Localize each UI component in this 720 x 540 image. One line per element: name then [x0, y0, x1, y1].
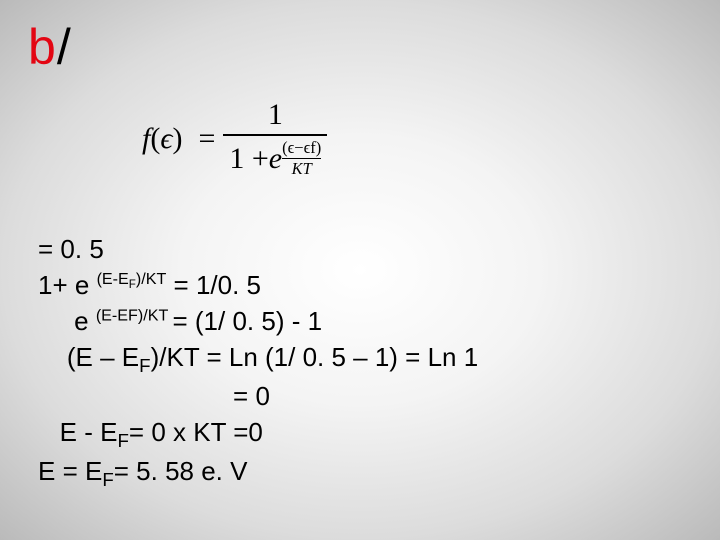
l2-a: 1+ e	[38, 270, 97, 300]
l7-b: = 5. 58 e. V	[114, 456, 248, 486]
exp-kt: KT	[292, 159, 312, 178]
den-prefix: 1 +	[229, 142, 268, 176]
line-3: e (E-EF)/KT = (1/ 0. 5) - 1	[38, 304, 478, 340]
derivation-lines: = 0. 5 1+ e (E-EF)/KT = 1/0. 5 e (E-EF)/…	[38, 232, 478, 493]
line-7: E = EF= 5. 58 e. V	[38, 454, 478, 493]
l2-sup-tail: )/KT	[136, 270, 166, 288]
den-e: e	[269, 142, 282, 176]
l2-sup-main: (E-E	[97, 270, 129, 288]
exp-b: ϵf	[304, 138, 316, 157]
exp-numer: (ϵ−ϵf)	[282, 138, 321, 158]
slide: b/ f(ϵ) = 1 1 + e (ϵ−ϵf)	[0, 0, 720, 540]
formula-close: )	[172, 122, 182, 155]
l6-b: = 0 x KT =0	[129, 417, 263, 447]
l7-sub: F	[102, 469, 113, 490]
l6-a: E - E	[38, 417, 117, 447]
l4-sub: F	[139, 355, 150, 376]
l2-sup: (E-EF)/KT	[97, 270, 167, 288]
line-5: = 0	[38, 379, 478, 415]
line-2: 1+ e (E-EF)/KT = 1/0. 5	[38, 268, 478, 304]
formula-denominator: 1 + e (ϵ−ϵf) KT	[223, 136, 327, 179]
line-4: (E – EF)/KT = Ln (1/ 0. 5 – 1) = Ln 1	[38, 340, 478, 379]
l3-a: e	[38, 306, 96, 336]
l3-b: = (1/ 0. 5) - 1	[172, 306, 322, 336]
heading-part-b: b	[28, 19, 57, 75]
formula-eq: =	[190, 122, 223, 156]
line-6: E - EF= 0 x KT =0	[38, 415, 478, 454]
line-1: = 0. 5	[38, 232, 478, 268]
exp-minus: −	[294, 138, 303, 157]
fermi-dirac-formula: f(ϵ) = 1 1 + e (ϵ−ϵf) KT	[142, 98, 327, 179]
l6-sub: F	[117, 430, 128, 451]
l4-a: (E – E	[38, 342, 139, 372]
formula-numerator: 1	[262, 98, 289, 134]
exp-denom: KT	[292, 159, 312, 179]
formula-var: ϵ	[160, 122, 172, 155]
den-exponent: (ϵ−ϵf) KT	[282, 138, 321, 179]
formula-lhs: f(ϵ)	[142, 122, 190, 156]
formula-fraction: 1 1 + e (ϵ−ϵf) KT	[223, 98, 327, 179]
slide-heading: b/	[28, 18, 72, 76]
l7-a: E = E	[38, 456, 102, 486]
formula-open: (	[150, 122, 160, 155]
exp-close: )	[316, 138, 322, 157]
l2-b: = 1/0. 5	[166, 270, 261, 300]
l3-sup: (E-EF)/KT	[96, 306, 173, 324]
l2-sup-sub: F	[129, 278, 136, 291]
heading-part-slash: /	[57, 19, 72, 75]
l4-b: )/KT = Ln (1/ 0. 5 – 1) = Ln 1	[151, 342, 479, 372]
